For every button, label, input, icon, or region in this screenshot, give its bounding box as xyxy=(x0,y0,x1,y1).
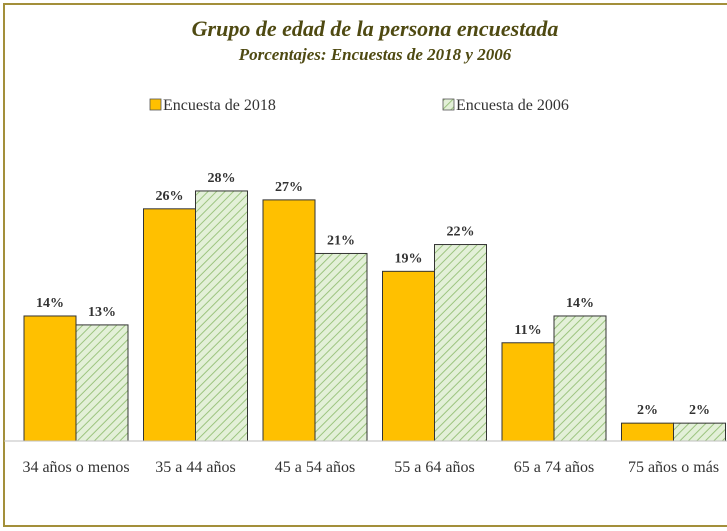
legend-swatch xyxy=(149,98,162,111)
data-label: 27% xyxy=(275,180,303,195)
bar xyxy=(23,315,77,442)
data-label: 21% xyxy=(327,233,355,248)
bar xyxy=(75,324,129,442)
data-label: 11% xyxy=(514,323,541,338)
x-tick-label: 34 años o menos xyxy=(22,459,129,476)
legend-swatch xyxy=(442,98,455,111)
legend-label: Encuesta de 2006 xyxy=(456,97,569,114)
x-tick-label: 35 a 44 años xyxy=(155,459,235,476)
data-label: 28% xyxy=(208,171,236,186)
x-tick-label: 65 a 74 años xyxy=(514,459,594,476)
bar xyxy=(382,270,435,442)
chart-title: Grupo de edad de la persona encuestada xyxy=(192,16,559,41)
data-label: 14% xyxy=(36,296,64,311)
bar xyxy=(434,244,487,442)
data-label: 19% xyxy=(395,251,423,266)
bar xyxy=(143,208,196,442)
legend-label: Encuesta de 2018 xyxy=(163,97,276,114)
bar xyxy=(553,315,607,442)
x-tick-label: 75 años o más xyxy=(628,459,719,476)
bar xyxy=(621,422,674,442)
x-tick-label: 45 a 54 años xyxy=(275,459,355,476)
data-label: 13% xyxy=(88,305,116,320)
chart-subtitle: Porcentajes: Encuestas de 2018 y 2006 xyxy=(238,45,512,64)
x-tick-label: 55 a 64 años xyxy=(394,459,474,476)
bar xyxy=(262,199,316,442)
data-label: 2% xyxy=(689,403,710,418)
data-label: 26% xyxy=(156,189,184,204)
bar xyxy=(673,422,726,442)
data-label: 14% xyxy=(566,296,594,311)
bar xyxy=(501,342,555,442)
data-label: 22% xyxy=(447,225,475,240)
bar xyxy=(195,190,248,442)
data-label: 2% xyxy=(637,403,658,418)
bar xyxy=(314,252,368,442)
